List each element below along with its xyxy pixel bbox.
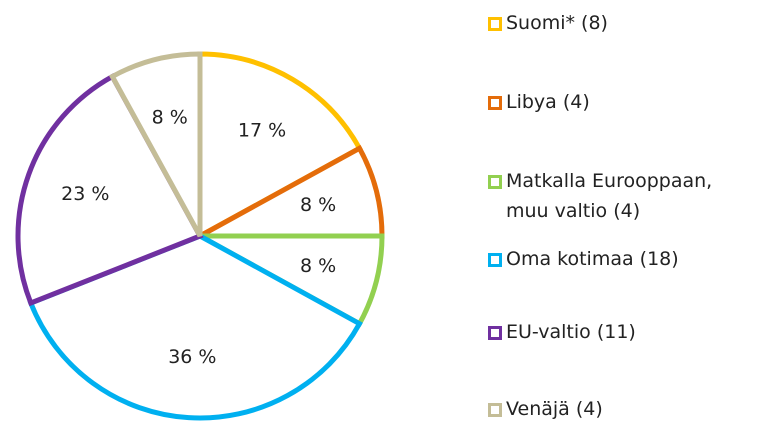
legend-label: Suomi* (8) (506, 12, 608, 34)
legend-swatch (488, 175, 502, 189)
legend-swatch (488, 326, 502, 340)
legend-label: Oma kotimaa (18) (506, 248, 679, 270)
legend-item: Suomi* (8) (488, 8, 608, 38)
value-label: 17 % (238, 120, 286, 142)
legend-swatch (488, 403, 502, 417)
pie-slice (108, 51, 203, 238)
pie-slice (27, 233, 363, 421)
pie-slice (197, 51, 363, 241)
legend-item: EU-valtio (11) (488, 317, 636, 347)
value-label: 23 % (61, 183, 109, 205)
legend-label: EU-valtio (11) (506, 321, 636, 343)
legend-item: Libya (4) (488, 87, 590, 117)
legend-swatch (488, 17, 502, 31)
value-label: 8 % (300, 255, 336, 277)
legend-item: Oma kotimaa (18) (488, 244, 679, 274)
legend-item: Matkalla Eurooppaan, muu valtio (4) (488, 166, 746, 226)
legend-item: Venäjä (4) (488, 394, 603, 421)
legend-label: Venäjä (4) (506, 398, 603, 420)
value-label: 8 % (300, 194, 336, 216)
legend-label: Matkalla Eurooppaan, muu valtio (4) (506, 170, 713, 222)
value-label: 8 % (152, 106, 188, 128)
legend-label: Libya (4) (506, 91, 590, 113)
legend-swatch (488, 253, 502, 267)
legend-swatch (488, 96, 502, 110)
value-label: 36 % (168, 346, 216, 368)
pie-slice (15, 73, 204, 307)
